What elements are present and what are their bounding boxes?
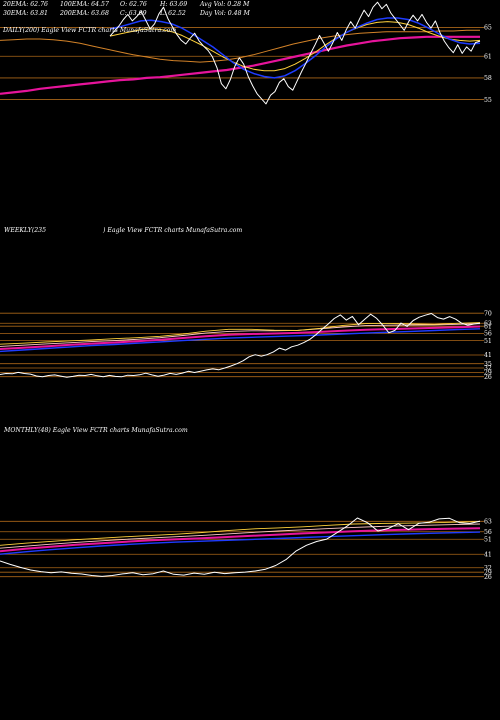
daily-tick-label: 65: [484, 25, 492, 32]
monthly-tick-label: 51: [484, 536, 492, 543]
monthly-ema_d-line: [0, 531, 481, 555]
stat-ema30: 30EMA: 63.81: [3, 10, 48, 17]
stat-open: O: 62.76: [120, 1, 147, 8]
weekly-price-line: [0, 313, 481, 378]
weekly-panel-label-b: ) Eagle View FCTR charts MunafaSutra.com: [102, 227, 242, 234]
daily-ema20-line: [109, 17, 481, 79]
daily-price-line: [109, 1, 481, 105]
monthly-price-line: [0, 517, 481, 577]
stat-ema100: 100EMA: 64.57: [60, 1, 109, 8]
monthly-ema_b-line: [0, 523, 481, 549]
monthly-tick-label: 63: [484, 518, 492, 525]
weekly-tick-label: 56: [484, 331, 492, 338]
monthly-tick-label: 32: [484, 565, 492, 572]
weekly-tick-label: 61: [484, 323, 492, 330]
stats-header: 20EMA: 62.76 100EMA: 64.57 O: 62.76 H: 6…: [2, 1, 251, 17]
stat-ema20: 20EMA: 62.76: [2, 1, 48, 8]
stat-day-vol: Day Vol: 0.48 M: [199, 10, 251, 17]
daily-ema100-line: [0, 29, 480, 63]
weekly-ema_b-line: [0, 323, 481, 347]
stat-ema200: 200EMA: 63.68: [59, 10, 109, 17]
monthly-tick-label: 41: [484, 551, 492, 558]
weekly-tick-label: 41: [484, 352, 492, 359]
monthly-ema_a-line: [0, 521, 481, 546]
weekly-tick-label: 51: [484, 338, 492, 345]
weekly-ema_c-line: [0, 325, 481, 350]
monthly-ema_c-line: [0, 527, 481, 553]
weekly-tick-label: 29: [484, 370, 492, 377]
monthly-tick-label: 26: [484, 574, 492, 581]
daily-panel: 65 61 58 55: [0, 1, 492, 105]
stat-high: H: 63.69: [159, 1, 187, 8]
stat-close: C: 63.09: [120, 10, 147, 17]
daily-tick-label: 55: [484, 97, 492, 104]
weekly-panel-label-a: WEEKLY(235: [4, 227, 46, 234]
daily-ema30-line: [109, 21, 481, 72]
weekly-tick-label: 35: [484, 361, 492, 368]
daily-tick-label: 61: [484, 53, 492, 60]
daily-tick-label: 58: [484, 75, 492, 82]
monthly-panel-label: MONTHLY(48) Eagle View FCTR charts Munaf…: [3, 427, 188, 434]
daily-panel-label: DAILY(200) Eagle View FCTR charts Munafa…: [2, 27, 176, 34]
weekly-tick-label: 32: [484, 365, 492, 372]
weekly-tick-label: 63: [484, 320, 492, 327]
stat-avg-vol: Avg Vol: 0.28 M: [199, 1, 250, 8]
monthly-tick-label: 56: [484, 529, 492, 536]
monthly-tick-label: 29: [484, 569, 492, 576]
stat-low: L: 62.52: [159, 10, 186, 17]
weekly-ema_d-line: [0, 328, 481, 353]
weekly-tick-label: 26: [484, 374, 492, 381]
weekly-tick-label: 70: [484, 310, 492, 317]
